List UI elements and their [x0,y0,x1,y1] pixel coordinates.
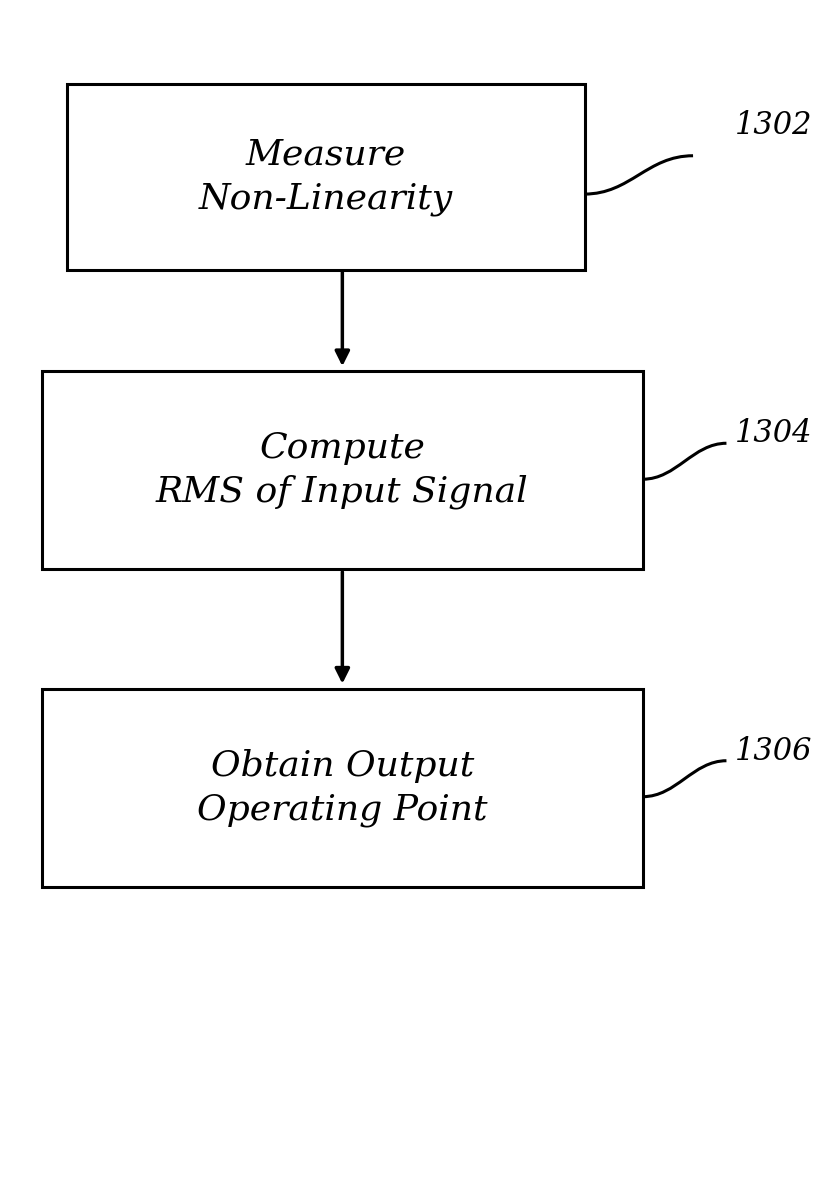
FancyBboxPatch shape [42,689,643,887]
Text: 1306: 1306 [735,736,812,767]
Text: 1302: 1302 [735,110,812,141]
Text: Compute
RMS of Input Signal: Compute RMS of Input Signal [156,431,529,509]
Text: Obtain Output
Operating Point: Obtain Output Operating Point [197,749,488,827]
Text: 1304: 1304 [735,418,812,449]
FancyBboxPatch shape [67,84,584,270]
FancyBboxPatch shape [42,371,643,569]
Text: Measure
Non-Linearity: Measure Non-Linearity [199,138,453,216]
